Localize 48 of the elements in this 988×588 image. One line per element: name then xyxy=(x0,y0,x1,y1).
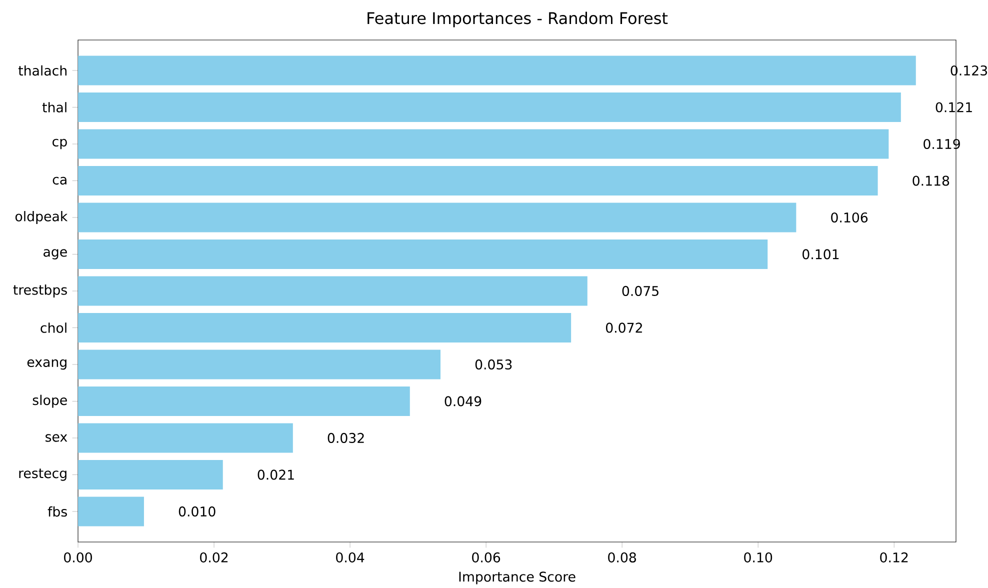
bar xyxy=(78,202,796,232)
y-tick-label: oldpeak xyxy=(15,211,68,224)
bar xyxy=(78,240,768,269)
y-tick-label: thal xyxy=(42,102,66,112)
y-tick-label: thalach xyxy=(18,65,66,76)
x-tick-label: 0.08 xyxy=(608,552,636,562)
bar xyxy=(78,276,588,306)
data-label: 0.119 xyxy=(924,138,960,150)
bar xyxy=(78,166,878,196)
x-tick-label: 0.10 xyxy=(744,552,772,562)
y-tick-label: ca xyxy=(52,176,66,185)
data-label: 0.075 xyxy=(622,286,658,296)
y-tick-label: sex xyxy=(46,434,68,442)
data-label: 0.053 xyxy=(475,359,512,370)
bar xyxy=(78,350,440,380)
bar xyxy=(78,496,144,526)
data-label: 0.123 xyxy=(950,65,988,76)
y-tick-label: trestbps xyxy=(13,284,67,298)
y-tick-label: age xyxy=(44,249,67,260)
data-label: 0.118 xyxy=(912,176,950,186)
y-tick-label: restecg xyxy=(19,468,66,481)
data-label: 0.032 xyxy=(328,432,364,444)
bar xyxy=(78,313,572,342)
data-label: 0.101 xyxy=(802,249,839,260)
x-axis-title: Importance Score xyxy=(459,572,576,584)
bar xyxy=(78,129,889,159)
x-tick-label: 0.02 xyxy=(200,552,228,562)
bar xyxy=(78,92,901,122)
y-tick-label: cp xyxy=(52,138,67,150)
data-label: 0.121 xyxy=(936,102,972,112)
data-label: 0.010 xyxy=(178,506,216,517)
chart-title: Feature Importances - Random Forest xyxy=(368,12,668,28)
bar xyxy=(78,460,223,490)
bar xyxy=(78,386,410,416)
data-label: 0.106 xyxy=(831,212,868,223)
y-tick-label: fbs xyxy=(48,506,67,517)
x-tick-label: 0.04 xyxy=(336,552,364,562)
y-tick-label: exang xyxy=(27,359,66,370)
data-label: 0.072 xyxy=(606,322,642,333)
x-tick-label: 0.00 xyxy=(64,552,92,562)
x-tick-label: 0.12 xyxy=(880,552,908,562)
bar xyxy=(78,423,293,453)
y-tick-label: slope xyxy=(32,394,67,408)
data-label: 0.049 xyxy=(444,396,482,406)
bar xyxy=(78,56,916,86)
x-tick-label: 0.06 xyxy=(472,552,500,562)
y-tick-label: chol xyxy=(40,322,66,333)
data-label: 0.021 xyxy=(258,470,294,480)
